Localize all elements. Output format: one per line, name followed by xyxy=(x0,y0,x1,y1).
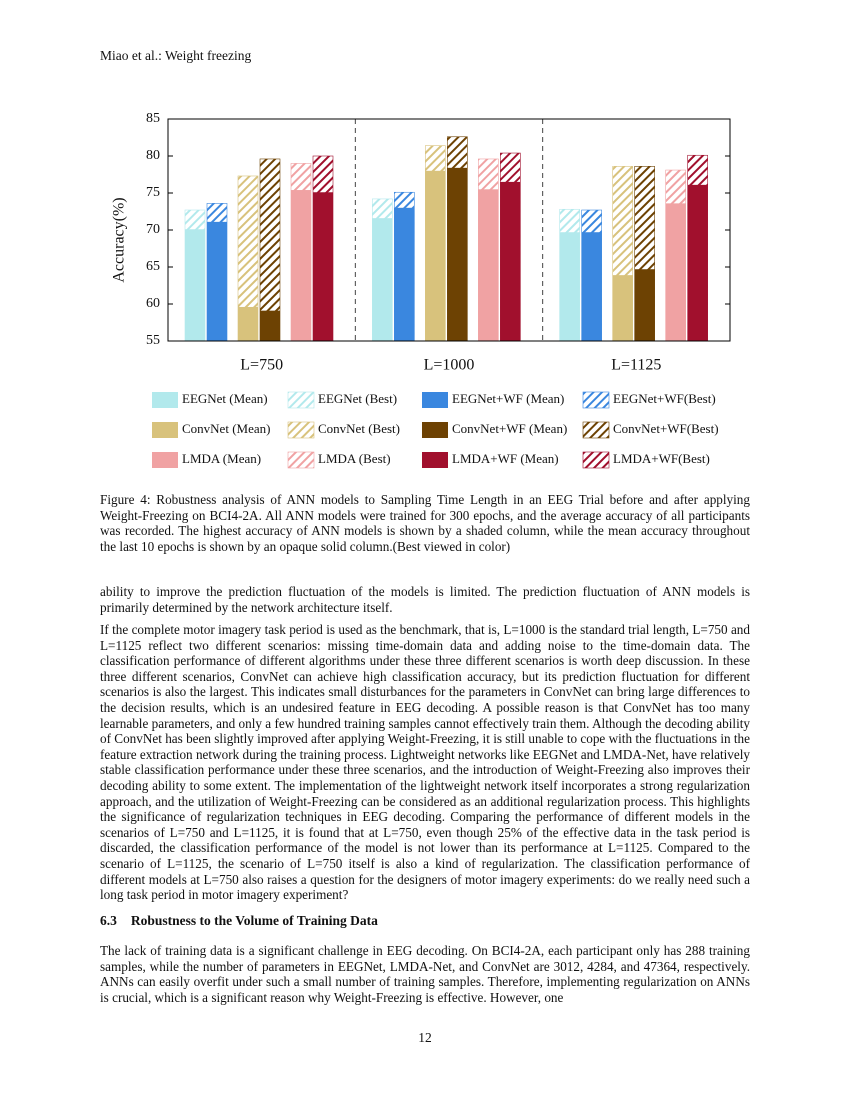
legend-swatch xyxy=(287,391,315,409)
running-head: Miao et al.: Weight freezing xyxy=(100,48,252,63)
y-tick-label: 85 xyxy=(146,111,160,126)
x-tick-label: L=1125 xyxy=(611,357,661,374)
legend-label: ConvNet (Mean) xyxy=(182,421,270,436)
x-tick-label: L=750 xyxy=(240,357,283,374)
mean-bar xyxy=(425,170,446,341)
y-tick-label: 80 xyxy=(146,148,160,163)
legend-label: EEGNet+WF(Best) xyxy=(613,391,716,406)
y-tick-label: 60 xyxy=(146,296,160,311)
mean-bar xyxy=(207,221,227,341)
section-title: Robustness to the Volume of Training Dat… xyxy=(130,913,378,928)
mean-bar xyxy=(634,269,655,341)
mean-bar xyxy=(238,306,258,341)
mean-bar xyxy=(260,310,280,341)
mean-bar xyxy=(687,184,708,341)
section-number: 6.3 xyxy=(100,913,117,928)
mean-bar xyxy=(612,275,633,341)
y-tick-label: 65 xyxy=(146,259,160,274)
legend-swatch xyxy=(582,391,610,409)
legend-swatch xyxy=(422,422,448,438)
y-tick-label: 70 xyxy=(146,222,160,237)
legend-label: LMDA+WF (Mean) xyxy=(452,451,559,466)
mean-bar xyxy=(559,232,580,341)
legend-label: ConvNet (Best) xyxy=(318,421,400,436)
mean-bar xyxy=(291,190,311,341)
legend-label: ConvNet+WF(Best) xyxy=(613,421,719,436)
mean-bar xyxy=(478,189,499,341)
legend-swatch xyxy=(287,421,315,439)
legend-swatch xyxy=(582,421,610,439)
legend-swatch xyxy=(422,452,448,468)
legend-label: ConvNet+WF (Mean) xyxy=(452,421,567,436)
x-tick-label: L=1000 xyxy=(424,357,475,374)
mean-bar xyxy=(394,207,415,341)
plot-frame xyxy=(167,118,731,342)
mean-bar xyxy=(372,218,393,341)
mean-bar xyxy=(500,181,521,341)
legend-swatch xyxy=(152,452,178,468)
mean-bar xyxy=(581,232,602,341)
legend-label: LMDA+WF(Best) xyxy=(613,451,710,466)
legend-swatch xyxy=(422,392,448,408)
mean-bar xyxy=(313,192,333,341)
mean-bar xyxy=(185,229,205,341)
paragraph: ability to improve the prediction fluctu… xyxy=(100,584,750,615)
figure-caption: Figure 4: Robustness analysis of ANN mod… xyxy=(100,492,750,554)
legend-swatch xyxy=(287,451,315,469)
mean-bar xyxy=(665,203,686,341)
section-heading: 6.3 Robustness to the Volume of Training … xyxy=(100,913,378,929)
legend-label: EEGNet (Best) xyxy=(318,391,397,406)
legend-swatch xyxy=(152,422,178,438)
y-tick-label: 55 xyxy=(146,333,160,348)
legend-label: EEGNet (Mean) xyxy=(182,391,268,406)
legend-swatch xyxy=(582,451,610,469)
legend-label: LMDA (Best) xyxy=(318,451,391,466)
y-tick-label: 75 xyxy=(146,185,160,200)
paragraph: If the complete motor imagery task perio… xyxy=(100,622,750,903)
mean-bar xyxy=(447,167,468,341)
y-axis-label: Accuracy(%) xyxy=(111,197,128,282)
paragraph: The lack of training data is a significa… xyxy=(100,943,750,1005)
legend-label: EEGNet+WF (Mean) xyxy=(452,391,564,406)
legend-swatch xyxy=(152,392,178,408)
legend-label: LMDA (Mean) xyxy=(182,451,261,466)
page-number: 12 xyxy=(418,1030,432,1045)
chart: Accuracy(%) 55 60 65 70 75 80 85 L=750 L=1000 L=1… xyxy=(111,111,731,469)
